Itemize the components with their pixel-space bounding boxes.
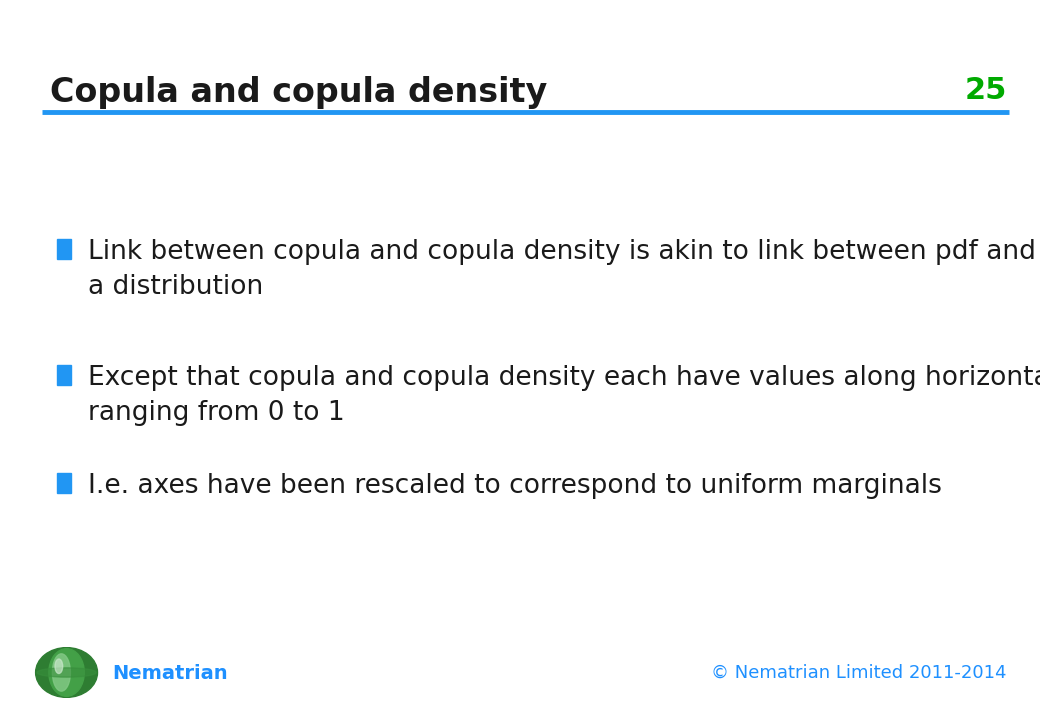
Bar	[57, 239, 71, 259]
Text: Copula and copula density: Copula and copula density	[50, 76, 547, 109]
Bar	[57, 365, 71, 385]
Text: © Nematrian Limited 2011-2014: © Nematrian Limited 2011-2014	[711, 664, 1007, 683]
Text: Nematrian: Nematrian	[112, 664, 228, 683]
Ellipse shape	[55, 659, 62, 673]
Text: I.e. axes have been rescaled to correspond to uniform marginals: I.e. axes have been rescaled to correspo…	[88, 473, 942, 499]
Ellipse shape	[52, 654, 71, 691]
Circle shape	[35, 647, 98, 698]
Text: Link between copula and copula density is akin to link between pdf and cdf of
a : Link between copula and copula density i…	[88, 239, 1040, 300]
Ellipse shape	[49, 649, 84, 696]
Bar	[57, 473, 71, 493]
Text: Except that copula and copula density each have values along horizontal axis
ran: Except that copula and copula density ea…	[88, 365, 1040, 426]
Text: 25: 25	[964, 76, 1007, 104]
Ellipse shape	[36, 668, 97, 677]
